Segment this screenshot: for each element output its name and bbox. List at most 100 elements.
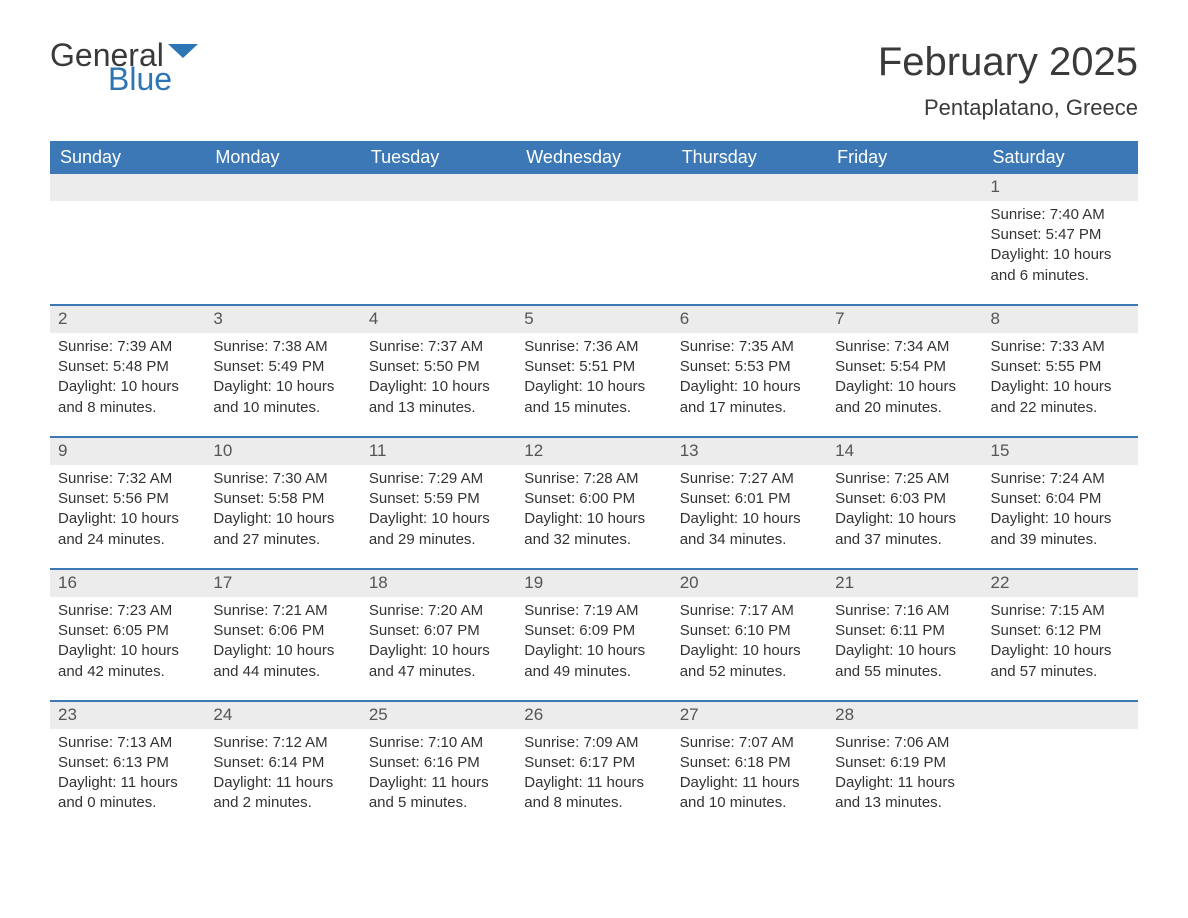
- day-body: Sunrise: 7:09 AMSunset: 6:17 PMDaylight:…: [516, 729, 671, 832]
- day-body: Sunrise: 7:27 AMSunset: 6:01 PMDaylight:…: [672, 465, 827, 568]
- calendar-cell: 5Sunrise: 7:36 AMSunset: 5:51 PMDaylight…: [516, 306, 671, 436]
- sunset-text: Sunset: 6:09 PM: [524, 621, 663, 641]
- calendar-week: 9Sunrise: 7:32 AMSunset: 5:56 PMDaylight…: [50, 436, 1138, 568]
- day-number: 14: [827, 438, 982, 465]
- calendar-cell: 1Sunrise: 7:40 AMSunset: 5:47 PMDaylight…: [983, 174, 1138, 304]
- calendar-cell: [983, 702, 1138, 832]
- calendar-cell: 6Sunrise: 7:35 AMSunset: 5:53 PMDaylight…: [672, 306, 827, 436]
- sunset-text: Sunset: 5:51 PM: [524, 357, 663, 377]
- calendar-cell: 19Sunrise: 7:19 AMSunset: 6:09 PMDayligh…: [516, 570, 671, 700]
- day-body: Sunrise: 7:07 AMSunset: 6:18 PMDaylight:…: [672, 729, 827, 832]
- daylight-text: Daylight: 10 hours and 6 minutes.: [991, 245, 1130, 286]
- daylight-text: Daylight: 10 hours and 17 minutes.: [680, 377, 819, 418]
- calendar-cell: 23Sunrise: 7:13 AMSunset: 6:13 PMDayligh…: [50, 702, 205, 832]
- calendar-cell: 13Sunrise: 7:27 AMSunset: 6:01 PMDayligh…: [672, 438, 827, 568]
- sunrise-text: Sunrise: 7:06 AM: [835, 733, 974, 753]
- calendar-cell: [672, 174, 827, 304]
- calendar-week: 1Sunrise: 7:40 AMSunset: 5:47 PMDaylight…: [50, 174, 1138, 304]
- day-number: [205, 174, 360, 201]
- sunset-text: Sunset: 6:07 PM: [369, 621, 508, 641]
- day-body: Sunrise: 7:37 AMSunset: 5:50 PMDaylight:…: [361, 333, 516, 436]
- calendar-cell: 7Sunrise: 7:34 AMSunset: 5:54 PMDaylight…: [827, 306, 982, 436]
- day-body: Sunrise: 7:35 AMSunset: 5:53 PMDaylight:…: [672, 333, 827, 436]
- calendar-cell: 22Sunrise: 7:15 AMSunset: 6:12 PMDayligh…: [983, 570, 1138, 700]
- sunset-text: Sunset: 6:13 PM: [58, 753, 197, 773]
- weekday-header: Friday: [827, 141, 982, 174]
- calendar-cell: 3Sunrise: 7:38 AMSunset: 5:49 PMDaylight…: [205, 306, 360, 436]
- sunset-text: Sunset: 6:19 PM: [835, 753, 974, 773]
- day-number: 19: [516, 570, 671, 597]
- sunset-text: Sunset: 5:59 PM: [369, 489, 508, 509]
- weekday-header: Monday: [205, 141, 360, 174]
- calendar-cell: 26Sunrise: 7:09 AMSunset: 6:17 PMDayligh…: [516, 702, 671, 832]
- day-body: [672, 201, 827, 223]
- calendar-cell: 17Sunrise: 7:21 AMSunset: 6:06 PMDayligh…: [205, 570, 360, 700]
- day-number: 18: [361, 570, 516, 597]
- sunset-text: Sunset: 5:50 PM: [369, 357, 508, 377]
- daylight-text: Daylight: 10 hours and 55 minutes.: [835, 641, 974, 682]
- sunrise-text: Sunrise: 7:28 AM: [524, 469, 663, 489]
- calendar-cell: 21Sunrise: 7:16 AMSunset: 6:11 PMDayligh…: [827, 570, 982, 700]
- day-number: 28: [827, 702, 982, 729]
- calendar-cell: 11Sunrise: 7:29 AMSunset: 5:59 PMDayligh…: [361, 438, 516, 568]
- day-body: Sunrise: 7:13 AMSunset: 6:13 PMDaylight:…: [50, 729, 205, 832]
- day-number: 3: [205, 306, 360, 333]
- day-body: Sunrise: 7:20 AMSunset: 6:07 PMDaylight:…: [361, 597, 516, 700]
- calendar-cell: 18Sunrise: 7:20 AMSunset: 6:07 PMDayligh…: [361, 570, 516, 700]
- calendar-cell: 15Sunrise: 7:24 AMSunset: 6:04 PMDayligh…: [983, 438, 1138, 568]
- day-number: 16: [50, 570, 205, 597]
- day-number: [516, 174, 671, 201]
- day-number: [50, 174, 205, 201]
- sunrise-text: Sunrise: 7:29 AM: [369, 469, 508, 489]
- calendar-cell: [827, 174, 982, 304]
- daylight-text: Daylight: 10 hours and 24 minutes.: [58, 509, 197, 550]
- day-number: 10: [205, 438, 360, 465]
- calendar-cell: [361, 174, 516, 304]
- day-body: Sunrise: 7:38 AMSunset: 5:49 PMDaylight:…: [205, 333, 360, 436]
- day-body: Sunrise: 7:29 AMSunset: 5:59 PMDaylight:…: [361, 465, 516, 568]
- sunrise-text: Sunrise: 7:25 AM: [835, 469, 974, 489]
- daylight-text: Daylight: 11 hours and 8 minutes.: [524, 773, 663, 814]
- daylight-text: Daylight: 10 hours and 44 minutes.: [213, 641, 352, 682]
- day-number: 21: [827, 570, 982, 597]
- calendar-week: 2Sunrise: 7:39 AMSunset: 5:48 PMDaylight…: [50, 304, 1138, 436]
- calendar-cell: 14Sunrise: 7:25 AMSunset: 6:03 PMDayligh…: [827, 438, 982, 568]
- day-number: 22: [983, 570, 1138, 597]
- calendar-cell: 28Sunrise: 7:06 AMSunset: 6:19 PMDayligh…: [827, 702, 982, 832]
- day-body: Sunrise: 7:21 AMSunset: 6:06 PMDaylight:…: [205, 597, 360, 700]
- sunset-text: Sunset: 6:17 PM: [524, 753, 663, 773]
- calendar-cell: [516, 174, 671, 304]
- day-number: 2: [50, 306, 205, 333]
- calendar-cell: 9Sunrise: 7:32 AMSunset: 5:56 PMDaylight…: [50, 438, 205, 568]
- sunset-text: Sunset: 5:58 PM: [213, 489, 352, 509]
- daylight-text: Daylight: 10 hours and 20 minutes.: [835, 377, 974, 418]
- sunrise-text: Sunrise: 7:12 AM: [213, 733, 352, 753]
- day-body: Sunrise: 7:32 AMSunset: 5:56 PMDaylight:…: [50, 465, 205, 568]
- day-body: Sunrise: 7:15 AMSunset: 6:12 PMDaylight:…: [983, 597, 1138, 700]
- day-number: 27: [672, 702, 827, 729]
- day-number: [827, 174, 982, 201]
- calendar-cell: 8Sunrise: 7:33 AMSunset: 5:55 PMDaylight…: [983, 306, 1138, 436]
- sunrise-text: Sunrise: 7:13 AM: [58, 733, 197, 753]
- sunrise-text: Sunrise: 7:27 AM: [680, 469, 819, 489]
- day-number: 23: [50, 702, 205, 729]
- day-body: Sunrise: 7:39 AMSunset: 5:48 PMDaylight:…: [50, 333, 205, 436]
- calendar-cell: 10Sunrise: 7:30 AMSunset: 5:58 PMDayligh…: [205, 438, 360, 568]
- calendar-cell: [205, 174, 360, 304]
- day-number: [983, 702, 1138, 729]
- title-block: February 2025 Pentaplatano, Greece: [878, 40, 1138, 133]
- day-body: [361, 201, 516, 223]
- sunrise-text: Sunrise: 7:33 AM: [991, 337, 1130, 357]
- sunrise-text: Sunrise: 7:40 AM: [991, 205, 1130, 225]
- calendar-week: 23Sunrise: 7:13 AMSunset: 6:13 PMDayligh…: [50, 700, 1138, 832]
- day-body: [205, 201, 360, 223]
- daylight-text: Daylight: 10 hours and 39 minutes.: [991, 509, 1130, 550]
- daylight-text: Daylight: 10 hours and 8 minutes.: [58, 377, 197, 418]
- daylight-text: Daylight: 10 hours and 47 minutes.: [369, 641, 508, 682]
- sunset-text: Sunset: 6:12 PM: [991, 621, 1130, 641]
- sunset-text: Sunset: 6:10 PM: [680, 621, 819, 641]
- logo-word2: Blue: [108, 64, 198, 94]
- daylight-text: Daylight: 11 hours and 5 minutes.: [369, 773, 508, 814]
- calendar-body: 1Sunrise: 7:40 AMSunset: 5:47 PMDaylight…: [50, 174, 1138, 832]
- weekday-header: Tuesday: [361, 141, 516, 174]
